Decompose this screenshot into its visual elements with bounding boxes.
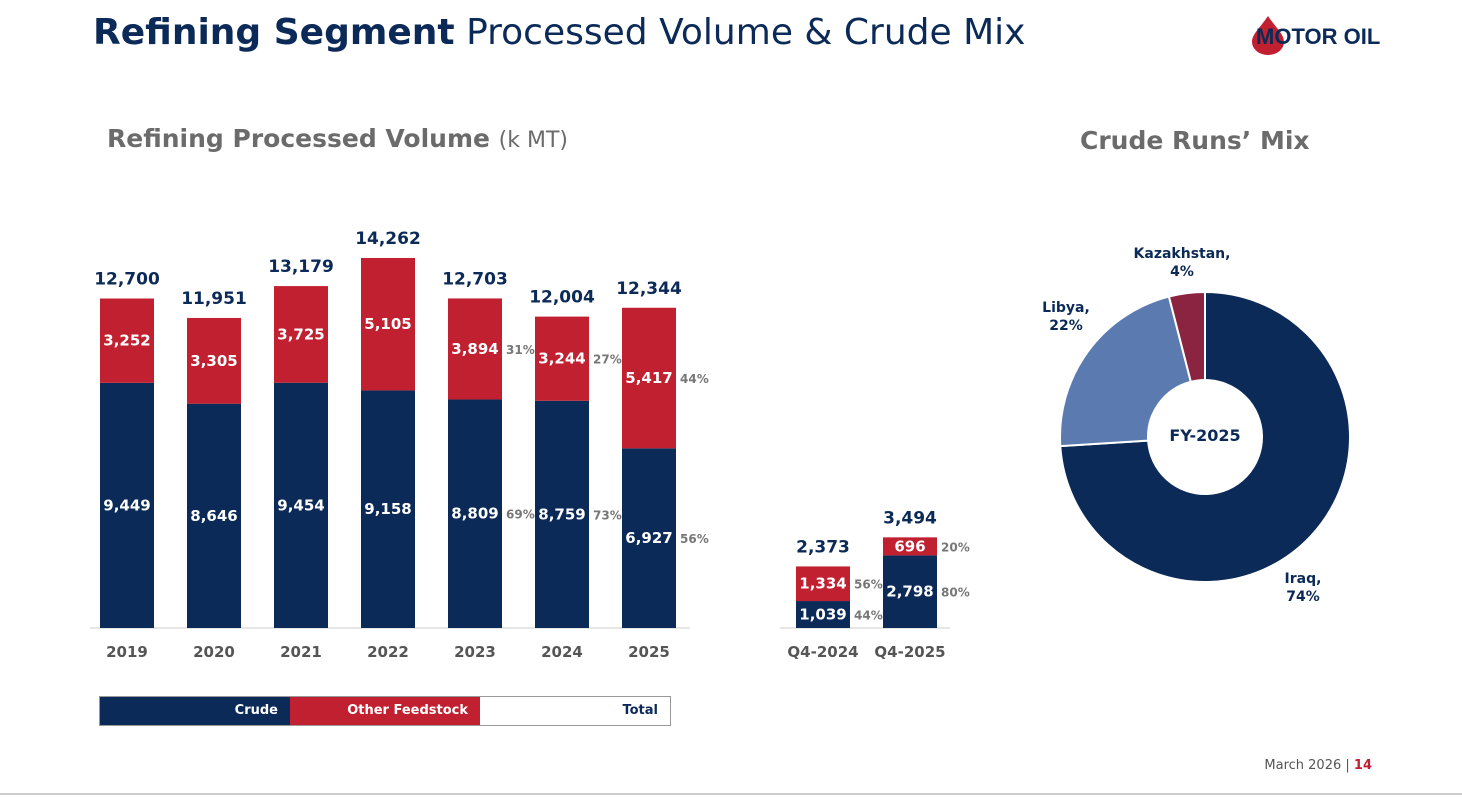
motor-oil-logo: MOTOR OIL: [1252, 16, 1380, 55]
share-other-Q4-2025: 20%: [941, 540, 970, 554]
legend-total: Total: [480, 697, 670, 725]
slice-value-iraq: 74%: [1286, 589, 1320, 605]
slice-kazakhstan: [1167, 290, 1206, 384]
slice-label-kazakhstan: Kazakhstan,: [1134, 246, 1231, 262]
slice-label-libya: Libya,: [1042, 300, 1090, 316]
bar-chart-title: Refining Processed Volume (k MT): [107, 124, 568, 153]
bar-other-2019: [100, 298, 154, 383]
label-crude-2025: 6,927: [625, 529, 672, 547]
share-crude-Q4-2024: 44%: [854, 609, 883, 623]
label-total-2024: 12,004: [529, 288, 595, 308]
bar-other-2022: [361, 257, 415, 391]
label-total-2019: 12,700: [94, 269, 160, 289]
label-crude-2019: 9,449: [103, 496, 150, 514]
svg-text:MOTOR OIL: MOTOR OIL: [1256, 24, 1380, 49]
label-total-2025: 12,344: [616, 279, 682, 299]
label-crude-Q4-2024: 1,039: [799, 606, 846, 624]
label-total-2020: 11,951: [181, 289, 247, 309]
bar-crude-2020: [187, 403, 241, 628]
slice-label-iraq: Iraq,: [1285, 571, 1322, 587]
legend: Crude Other Feedstock Total: [99, 696, 671, 726]
bar-crude-2025: [622, 448, 676, 628]
label-crude-Q4-2025: 2,798: [886, 583, 933, 601]
page-number: 14: [1353, 758, 1372, 773]
page-title: Refining Segment Processed Volume & Crud…: [93, 12, 1026, 53]
pie-chart-title: Crude Runs’ Mix: [1080, 126, 1310, 155]
label-crude-2023: 8,809: [451, 505, 498, 523]
label-other-2024: 3,244: [538, 350, 585, 368]
tick-label-2025: 2025: [628, 643, 670, 661]
share-other-Q4-2024: 56%: [854, 578, 883, 592]
bar-crude-2024: [535, 400, 589, 628]
bar-crude-Q4-2024: [796, 601, 850, 628]
bar-other-2021: [274, 286, 328, 383]
label-other-Q4-2024: 1,334: [799, 575, 846, 593]
bar-other-2024: [535, 316, 589, 401]
label-other-2022: 5,105: [364, 315, 411, 333]
label-total-2022: 14,262: [355, 229, 421, 249]
label-other-2021: 3,725: [277, 325, 324, 343]
label-other-2025: 5,417: [625, 369, 672, 387]
legend-other-feedstock: Other Feedstock: [290, 697, 480, 725]
tick-label-2019: 2019: [106, 643, 148, 661]
tick-label-2020: 2020: [193, 643, 235, 661]
footer-date: March 2026: [1264, 758, 1342, 773]
bottom-divider: [0, 793, 1462, 795]
share-other-2025: 44%: [680, 372, 709, 386]
share-crude-2023: 69%: [506, 508, 535, 522]
legend-crude: Crude: [100, 697, 290, 725]
label-other-Q4-2025: 696: [894, 537, 925, 555]
unit-label: (k MT): [498, 128, 568, 153]
label-total-Q4-2024: 2,373: [796, 537, 850, 557]
label-crude-2021: 9,454: [277, 496, 324, 514]
slice-value-libya: 22%: [1049, 318, 1083, 334]
label-total-2021: 13,179: [268, 257, 334, 277]
share-crude-Q4-2025: 80%: [941, 586, 970, 600]
bar-crude-2023: [448, 399, 502, 628]
bar-crude-2021: [274, 382, 328, 628]
bar-crude-2022: [361, 390, 415, 628]
tick-label-Q4-2024: Q4-2024: [787, 643, 858, 661]
share-crude-2024: 73%: [593, 508, 622, 522]
label-total-2023: 12,703: [442, 269, 508, 289]
title-bold: Refining Segment: [93, 12, 455, 53]
label-other-2023: 3,894: [451, 340, 498, 358]
label-crude-2020: 8,646: [190, 507, 237, 525]
tick-label-2022: 2022: [367, 643, 409, 661]
label-other-2020: 3,305: [190, 352, 237, 370]
slice-value-kazakhstan: 4%: [1170, 264, 1194, 280]
share-crude-2025: 56%: [680, 532, 709, 546]
tick-label-2024: 2024: [541, 643, 583, 661]
bar-other-2025: [622, 307, 676, 449]
tick-label-Q4-2025: Q4-2025: [874, 643, 945, 661]
bar-other-Q4-2025: [883, 537, 937, 556]
bar-other-2023: [448, 298, 502, 400]
bar-other-2020: [187, 317, 241, 404]
label-crude-2024: 8,759: [538, 505, 585, 523]
bar-other-Q4-2024: [796, 566, 850, 602]
footer: March 2026 | 14: [1264, 758, 1372, 773]
label-other-2019: 3,252: [103, 332, 150, 350]
title-light: Processed Volume & Crude Mix: [466, 12, 1026, 53]
bar-crude-Q4-2025: [883, 555, 937, 628]
slice-iraq: [1059, 290, 1352, 583]
tick-label-2023: 2023: [454, 643, 496, 661]
tick-label-2021: 2021: [280, 643, 322, 661]
label-crude-2022: 9,158: [364, 500, 411, 518]
share-other-2023: 31%: [506, 343, 535, 357]
bar-crude-2019: [100, 382, 154, 628]
slice-libya: [1059, 295, 1193, 448]
share-other-2024: 27%: [593, 353, 622, 367]
label-total-Q4-2025: 3,494: [883, 508, 937, 528]
donut-center-label: FY-2025: [1169, 426, 1240, 445]
